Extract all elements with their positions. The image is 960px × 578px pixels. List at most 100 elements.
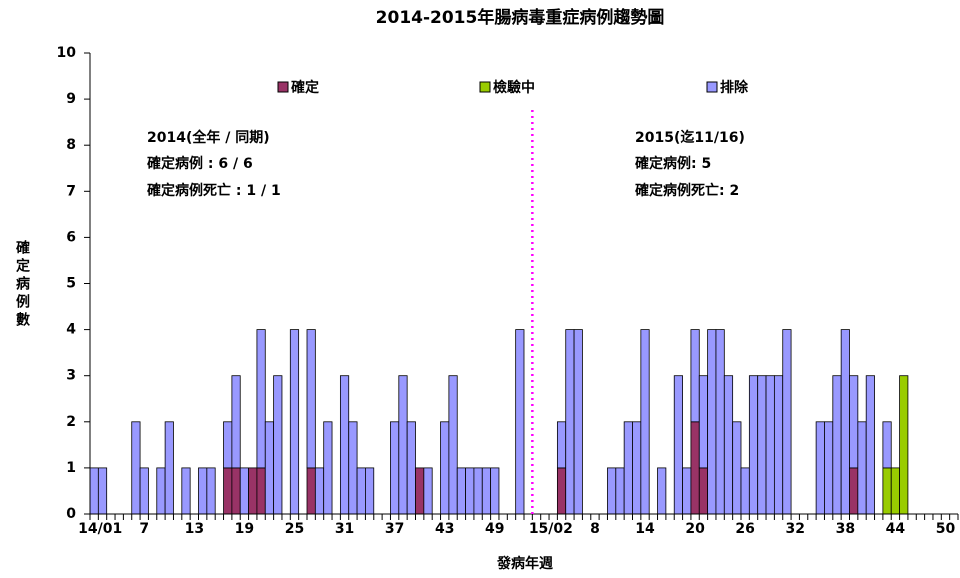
bar	[857, 421, 867, 515]
x-tick-label: 19	[235, 521, 254, 537]
bar	[440, 421, 450, 515]
bar	[164, 421, 174, 515]
x-tick-label: 14/01	[78, 521, 122, 537]
y-tick-label: 3	[66, 368, 76, 384]
bar	[832, 375, 842, 515]
bar	[273, 375, 283, 515]
x-tick-label: 7	[139, 521, 149, 537]
bar	[223, 467, 233, 515]
bar	[698, 467, 709, 515]
bar	[256, 329, 266, 469]
bar	[289, 329, 300, 515]
bar	[707, 329, 717, 515]
bar	[556, 467, 567, 515]
bar	[515, 329, 525, 515]
y-tick-label: 2	[66, 414, 76, 430]
bar	[390, 421, 400, 515]
bar	[231, 375, 241, 469]
bar	[882, 421, 892, 469]
bar	[573, 329, 583, 515]
bar	[740, 467, 750, 515]
bar	[256, 467, 266, 515]
bar	[632, 421, 642, 515]
y-tick-label: 4	[66, 322, 76, 338]
bar	[365, 467, 375, 515]
y-axis-label: 確定病例數	[14, 239, 30, 330]
annotation: 2014(全年 / 同期)	[147, 129, 270, 146]
bar	[131, 421, 141, 515]
bar	[849, 375, 859, 469]
x-tick-label: 14	[635, 521, 655, 537]
bar	[89, 467, 99, 515]
bar	[615, 467, 625, 515]
legend-swatch	[479, 81, 491, 93]
bar	[423, 467, 433, 515]
bar	[723, 375, 734, 515]
x-tick-label: 44	[886, 521, 906, 537]
bar	[306, 467, 316, 515]
bar	[607, 467, 617, 515]
x-tick-label: 43	[435, 521, 454, 537]
bar	[156, 467, 166, 515]
bar	[899, 375, 909, 515]
x-tick-label: 49	[485, 521, 504, 537]
legend-label: 檢驗中	[493, 79, 535, 96]
annotation: 確定病例: 5	[635, 155, 711, 172]
x-tick-label: 37	[385, 521, 404, 537]
bar	[206, 467, 216, 515]
x-axis-label: 發病年週	[496, 555, 553, 572]
x-tick-label: 31	[335, 521, 354, 537]
bar	[306, 329, 316, 469]
bar	[757, 375, 767, 515]
bar	[481, 467, 492, 515]
bar	[773, 375, 784, 515]
y-tick-label: 10	[57, 45, 77, 61]
bar	[782, 329, 792, 515]
bar	[356, 467, 366, 515]
bar	[406, 421, 416, 515]
bar	[882, 467, 892, 515]
x-tick-label: 8	[590, 521, 600, 537]
x-tick-label: 20	[685, 521, 705, 537]
bar	[715, 329, 725, 515]
y-tick-label: 5	[66, 276, 76, 292]
bar	[465, 467, 475, 515]
annotation: 確定病例死亡 : 1 / 1	[147, 182, 281, 199]
x-tick-label: 15/02	[529, 521, 573, 537]
y-tick-label: 8	[66, 137, 76, 153]
legend-swatch	[706, 81, 718, 93]
bar	[640, 329, 650, 515]
x-tick-label: 13	[185, 521, 204, 537]
bar	[248, 467, 258, 515]
bar	[673, 375, 683, 515]
bar	[239, 467, 249, 515]
x-tick-label: 26	[735, 521, 754, 537]
bar	[840, 329, 850, 515]
bar	[690, 329, 700, 423]
y-tick-label: 9	[66, 91, 76, 107]
annotation: 確定病例死亡: 2	[635, 182, 739, 199]
bar	[849, 467, 859, 515]
legend-label: 排除	[720, 79, 749, 96]
bar	[448, 375, 458, 515]
bar	[565, 329, 575, 515]
bar	[139, 467, 149, 515]
annotation: 2015(迄11/16)	[635, 129, 745, 146]
y-tick-label: 1	[66, 460, 76, 476]
bar	[473, 467, 483, 515]
bar	[339, 375, 350, 515]
bar	[556, 421, 567, 469]
y-tick-label: 6	[66, 229, 76, 245]
bar	[456, 467, 466, 515]
bar	[890, 467, 900, 515]
x-tick-label: 50	[936, 521, 956, 537]
bar	[490, 467, 500, 515]
bar	[815, 421, 825, 515]
bar	[223, 421, 233, 469]
chart-title: 2014-2015年腸病毒重症病例趨勢圖	[376, 7, 665, 28]
x-tick-label: 38	[836, 521, 855, 537]
bar	[748, 375, 759, 515]
legend-label: 確定	[291, 79, 319, 96]
bar	[398, 375, 408, 515]
bar	[824, 421, 834, 515]
